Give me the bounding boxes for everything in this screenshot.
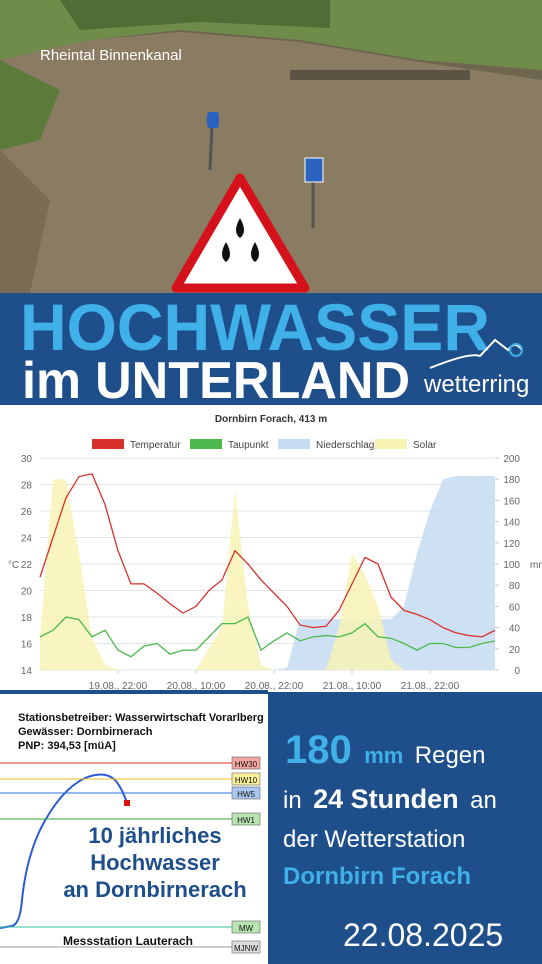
legend-swatch bbox=[190, 439, 222, 449]
level-label: HW10 bbox=[235, 776, 258, 785]
y2-tick-label: 180 bbox=[503, 475, 520, 486]
span: 24 Stunden bbox=[313, 784, 459, 814]
line-series bbox=[39, 473, 496, 638]
legend-label: Temperatur bbox=[130, 440, 181, 451]
gauge-headline: 10 jährliches bbox=[88, 823, 221, 848]
level-label: HW5 bbox=[237, 790, 255, 799]
y-tick-label: 14 bbox=[21, 666, 33, 677]
y2-tick-label: 40 bbox=[509, 624, 521, 635]
x-tick-label: 19.08., 22:00 bbox=[89, 681, 148, 692]
banner: HOCHWASSER im UNTERLAND wetterring bbox=[0, 290, 542, 410]
x-tick-label: 21.08., 22:00 bbox=[401, 681, 460, 692]
x-tick-label: 20.08., 22:00 bbox=[245, 681, 304, 692]
chart-title: Dornbirn Forach, 413 m bbox=[215, 414, 327, 425]
info-panel: 180 mm Regen in 24 Stunden an der Wetter… bbox=[268, 692, 542, 964]
level-label: MJNW bbox=[234, 944, 258, 953]
level-tag bbox=[231, 786, 261, 800]
banner-title: HOCHWASSER bbox=[20, 290, 490, 364]
duration: in 24 Stunden an bbox=[283, 784, 497, 814]
legend-label: Taupunkt bbox=[228, 440, 269, 451]
gauge-headline: Hochwasser bbox=[90, 850, 220, 875]
y2-tick-label: 0 bbox=[514, 666, 520, 677]
station: Dornbirn Forach bbox=[283, 863, 471, 890]
y-tick-label: 16 bbox=[21, 640, 33, 651]
pnp: PNP: 394,53 [müA] bbox=[18, 740, 116, 752]
level-tag bbox=[231, 920, 261, 934]
water-level-curve bbox=[0, 773, 128, 929]
y-axis-label: °C bbox=[8, 560, 19, 571]
x-tick-label: 20.08., 10:00 bbox=[167, 681, 226, 692]
gauge-panel: Stationsbetreiber: Wasserwirtschaft Vora… bbox=[0, 690, 268, 964]
y-tick-label: 24 bbox=[21, 534, 33, 545]
level-tag bbox=[231, 756, 261, 770]
y2-axis-label: mm bbox=[530, 560, 542, 571]
unit: mm bbox=[364, 743, 403, 768]
y-tick-label: 18 bbox=[21, 613, 33, 624]
y-tick-label: 30 bbox=[21, 454, 33, 465]
legend-swatch bbox=[278, 439, 310, 449]
legend-label: Solar bbox=[413, 440, 437, 451]
x-tick-label: 21.08., 10:00 bbox=[323, 681, 382, 692]
y2-tick-label: 140 bbox=[503, 518, 520, 529]
photo: Rheintal Binnenkanal bbox=[0, 0, 542, 293]
legend-swatch bbox=[375, 439, 407, 449]
amount: 180 bbox=[285, 728, 352, 772]
line3: der Wetterstation bbox=[283, 826, 465, 853]
y2-tick-label: 20 bbox=[509, 645, 521, 656]
level-tag bbox=[231, 812, 261, 826]
line-series bbox=[39, 616, 496, 658]
gauge-headline: an Dornbirnerach bbox=[63, 877, 246, 902]
photo-caption: Rheintal Binnenkanal bbox=[40, 47, 182, 64]
level-tag bbox=[231, 940, 261, 954]
post: an bbox=[470, 787, 497, 814]
y2-tick-label: 160 bbox=[503, 496, 520, 507]
y-tick-label: 26 bbox=[21, 507, 33, 518]
y2-tick-label: 100 bbox=[503, 560, 520, 571]
legend-swatch bbox=[92, 439, 124, 449]
river: Gewässer: Dornbirnerach bbox=[18, 726, 153, 738]
y-tick-label: 28 bbox=[21, 481, 33, 492]
word: Regen bbox=[415, 742, 486, 769]
rain-amount: 180 mm Regen bbox=[285, 728, 486, 772]
brand: wetterring bbox=[423, 371, 529, 398]
date: 22.08.2025 bbox=[343, 917, 503, 953]
level-label: MW bbox=[239, 924, 254, 933]
y2-tick-label: 60 bbox=[509, 602, 521, 613]
y2-tick-label: 120 bbox=[503, 539, 520, 550]
y2-tick-label: 80 bbox=[509, 581, 521, 592]
y-tick-label: 20 bbox=[21, 587, 33, 598]
level-label: HW1 bbox=[237, 816, 255, 825]
y2-tick-label: 200 bbox=[503, 454, 520, 465]
level-label: HW30 bbox=[235, 760, 258, 769]
banner-subtitle: im UNTERLAND bbox=[22, 352, 410, 410]
legend-label: Niederschlag bbox=[316, 440, 374, 451]
y-tick-label: 22 bbox=[21, 560, 33, 571]
weather-chart: Dornbirn Forach, 413 m °C mm 14 16 18 20 22 2… bbox=[0, 405, 542, 692]
area-series bbox=[40, 479, 495, 670]
operator: Stationsbetreiber: Wasserwirtschaft Vora… bbox=[18, 712, 264, 724]
pre: in bbox=[283, 787, 302, 814]
level-tag bbox=[231, 772, 261, 786]
station-name: Messstation Lauterach bbox=[63, 934, 193, 948]
current-level bbox=[124, 800, 130, 806]
